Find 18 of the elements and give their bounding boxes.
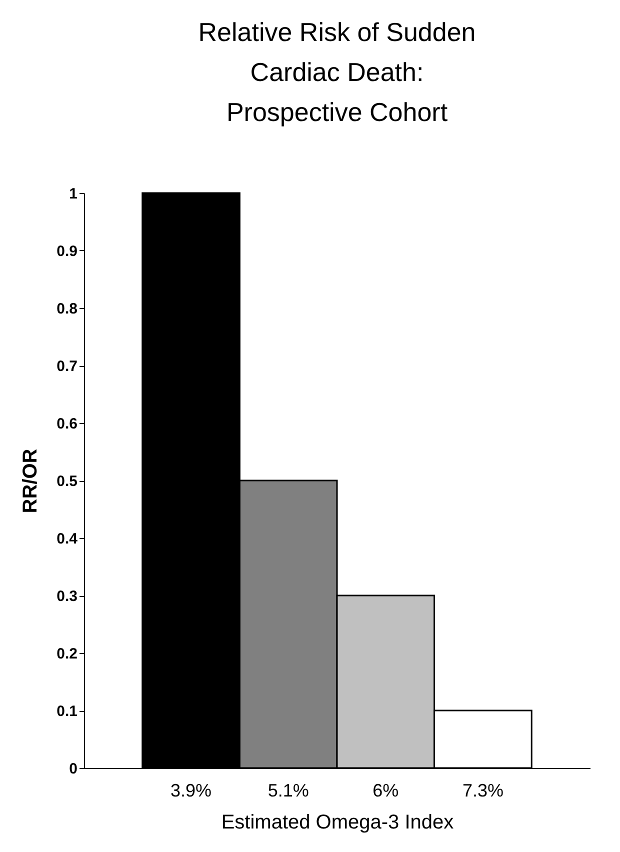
y-tick-label: 0.3 [56,588,78,605]
y-tick-label: 0.9 [56,243,78,260]
y-tick-label: 1 [69,186,78,202]
y-tick-label: 0.7 [56,358,78,375]
chart-title: Relative Risk of Sudden Cardiac Death: Prospective Cohort [198,17,476,127]
y-tick-label: 0.4 [56,530,78,548]
y-tick-label: 0 [69,760,78,778]
x-axis-title: Estimated Omega-3 Index [221,812,454,834]
y-tick-label: 0.2 [56,646,78,662]
x-tick-label: 7.3% [462,780,504,800]
x-tick-label: 6% [372,780,399,800]
x-tick-label: 5.1% [268,780,309,800]
y-tick-label: 0.1 [56,703,78,720]
y-tick-label: 0.5 [56,473,78,490]
y-axis-title: RR/OR [20,448,42,514]
y-tick-label: 0.6 [56,416,78,432]
y-tick-label: 0.8 [56,300,78,318]
x-tick-label: 3.9% [170,780,212,800]
